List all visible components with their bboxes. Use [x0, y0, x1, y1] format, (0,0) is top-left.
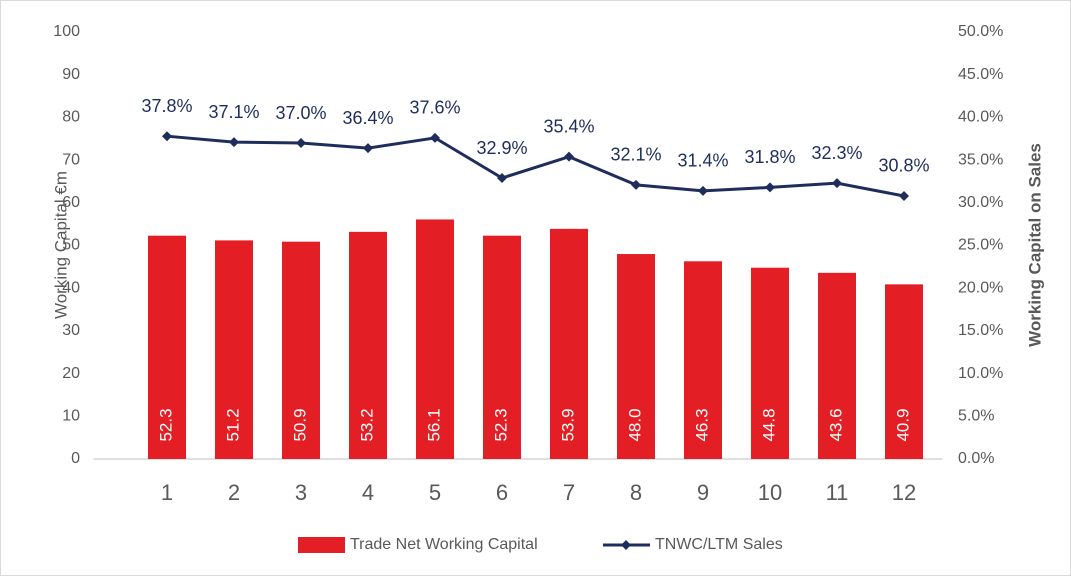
- data-label: 32.9%: [476, 138, 527, 158]
- y-tick-label: 30: [62, 322, 80, 339]
- bar: [684, 261, 722, 459]
- data-label: 51.2: [223, 408, 242, 441]
- y-tick-label: 20: [62, 365, 80, 382]
- y-tick-label: 50: [62, 237, 80, 254]
- data-label: 37.1%: [208, 102, 259, 122]
- bar: [751, 267, 789, 459]
- bar: [215, 240, 253, 459]
- data-label: 48.0: [625, 408, 644, 441]
- y-tick-label: 40: [62, 279, 80, 296]
- bar: [416, 219, 454, 459]
- data-label: 32.1%: [610, 145, 661, 165]
- line-marker: [564, 151, 574, 162]
- y-tick-label: 70: [62, 151, 80, 168]
- data-label: 30.8%: [878, 156, 929, 176]
- y-axis-title: Working Capital €m: [51, 171, 70, 319]
- data-label: 31.4%: [677, 151, 728, 171]
- data-label: 35.4%: [543, 116, 594, 136]
- bar: [617, 254, 655, 459]
- data-label: 40.9: [893, 408, 912, 441]
- y-tick-label: 80: [62, 109, 80, 126]
- data-label: 53.9: [558, 408, 577, 441]
- bar: [885, 284, 923, 459]
- y-tick-label: 60: [62, 194, 80, 211]
- legend-label: Trade Net Working Capital: [350, 536, 538, 553]
- data-label: 32.3%: [811, 143, 862, 163]
- line-marker: [229, 137, 239, 148]
- data-label: 46.3: [692, 408, 711, 441]
- data-label: 44.8: [759, 408, 778, 441]
- data-label: 37.8%: [141, 96, 192, 116]
- data-label: 37.0%: [275, 103, 326, 123]
- y2-axis-title: Working Capital on Sales: [1025, 143, 1044, 347]
- y2-tick-label: 5.0%: [958, 408, 994, 425]
- y-tick-label: 90: [62, 66, 80, 83]
- line-marker: [765, 182, 775, 193]
- x-tick-label: 4: [362, 480, 374, 505]
- x-tick-label: 12: [892, 480, 916, 505]
- data-label: 31.8%: [744, 147, 795, 167]
- data-label: 52.3: [156, 408, 175, 441]
- x-tick-label: 10: [758, 480, 782, 505]
- line-marker: [363, 143, 373, 154]
- y2-tick-label: 15.0%: [958, 322, 1003, 339]
- y2-tick-label: 10.0%: [958, 365, 1003, 382]
- y2-tick-label: 40.0%: [958, 109, 1003, 126]
- data-label: 50.9: [290, 408, 309, 441]
- x-tick-label: 9: [697, 480, 709, 505]
- y-tick-label: 0: [71, 450, 80, 467]
- line-marker: [698, 185, 708, 196]
- y2-tick-label: 50.0%: [958, 23, 1003, 40]
- y2-tick-label: 0.0%: [958, 450, 994, 467]
- y2-tick-label: 20.0%: [958, 279, 1003, 296]
- line-marker: [497, 173, 507, 184]
- y2-tick-label: 30.0%: [958, 194, 1003, 211]
- x-tick-label: 6: [496, 480, 508, 505]
- x-tick-label: 2: [228, 480, 240, 505]
- bar: [349, 231, 387, 459]
- bar: [282, 241, 320, 459]
- bar: [148, 235, 186, 459]
- x-tick-label: 11: [826, 480, 849, 505]
- data-label: 36.4%: [342, 108, 393, 128]
- line-marker: [899, 190, 909, 201]
- data-label: 53.2: [357, 408, 376, 441]
- data-label: 43.6: [826, 408, 845, 441]
- line-marker: [296, 138, 306, 149]
- y2-tick-label: 35.0%: [958, 151, 1003, 168]
- x-tick-label: 1: [161, 480, 173, 505]
- bar: [483, 235, 521, 459]
- data-label: 37.6%: [409, 98, 460, 118]
- x-tick-label: 5: [429, 480, 441, 505]
- x-tick-label: 3: [295, 480, 307, 505]
- y2-tick-label: 25.0%: [958, 237, 1003, 254]
- bar: [818, 272, 856, 459]
- y-tick-label: 100: [53, 23, 80, 40]
- data-label: 52.3: [491, 408, 510, 441]
- x-tick-label: 8: [630, 480, 642, 505]
- bar: [550, 228, 588, 459]
- line: [166, 134, 905, 198]
- y2-tick-label: 45.0%: [958, 66, 1003, 83]
- legend-swatch: [298, 537, 345, 553]
- line-marker: [631, 179, 641, 190]
- legend-label: TNWC/LTM Sales: [655, 536, 783, 553]
- legend-swatch: [621, 540, 631, 550]
- line-marker: [832, 178, 842, 189]
- x-tick-label: 7: [563, 480, 575, 505]
- line-marker: [162, 131, 172, 142]
- y-tick-label: 10: [62, 408, 80, 425]
- line-marker: [430, 132, 440, 143]
- data-label: 56.1: [424, 408, 443, 441]
